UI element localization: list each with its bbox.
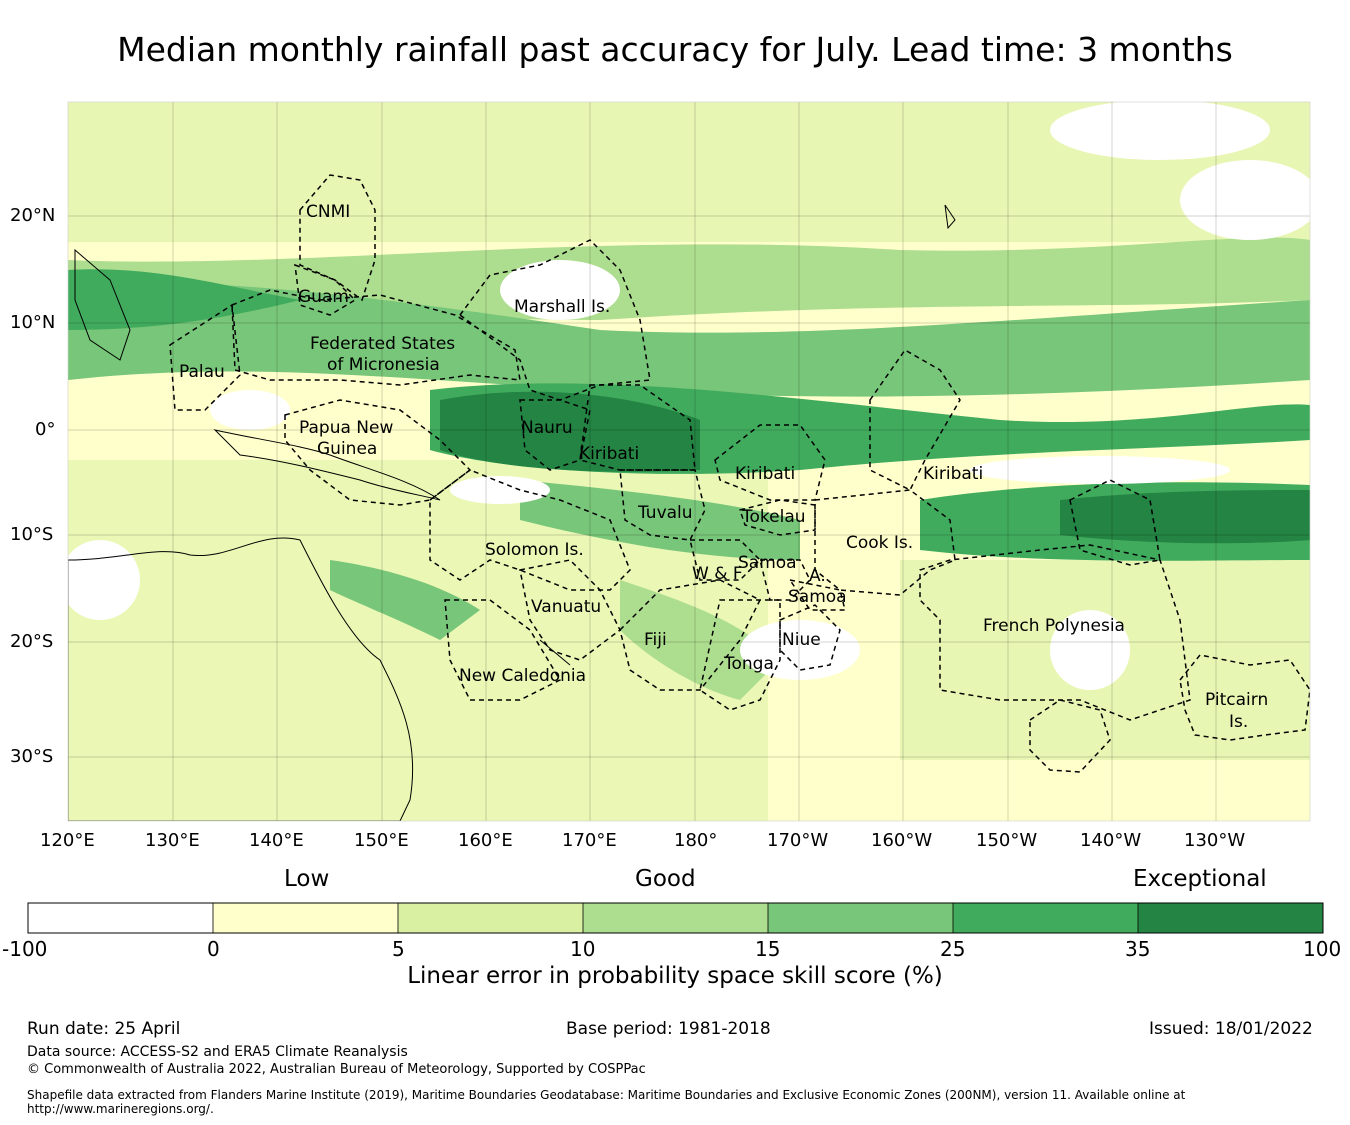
colorbar-tick-label: 100 [1303,937,1342,961]
lon-tick-label: 150°W [976,830,1038,851]
region-label: Samoa [788,587,847,607]
region-label: Cook Is. [846,533,914,553]
shapefile-credit: Shapefile data extracted from Flanders M… [27,1088,1186,1116]
run-date: Run date: 25 April [27,1019,181,1039]
lat-tick-label: 30°S [10,746,54,767]
lon-tick-label: 160°W [871,830,933,851]
region-label: New Caledonia [459,666,587,686]
region-label: Fiji [644,630,667,650]
colorbar-segment [1138,903,1323,933]
colorbar-tick-label: 15 [755,937,781,961]
lat-tick-label: 10°S [10,524,54,545]
lon-tick-label: 120°E [40,830,95,851]
colorbar-tick-label: 35 [1125,937,1151,961]
region-label: Vanuatu [531,597,602,617]
region-label: Kiribati [579,444,640,464]
colorbar-tick-label: 0 [207,937,220,961]
region-label: Guinea [317,439,378,459]
lon-tick-label: 150°E [354,830,409,851]
colorbar-segment [28,903,213,933]
colorbar [27,902,1324,934]
colorbar-heading-low: Low [284,866,330,892]
lon-tick-label: 160°E [458,830,513,851]
colorbar-heading-good: Good [635,866,696,892]
colorbar-tick-label: 10 [570,937,596,961]
region-label: W & F [692,564,743,584]
region-label: Nauru [521,418,573,438]
skill-field [68,102,1310,821]
colorbar-tick-label: 5 [392,937,405,961]
issued-date: Issued: 18/01/2022 [1149,1019,1313,1039]
region-label: Kiribati [923,464,984,484]
region-label: Federated States [310,334,456,354]
copyright-notice: © Commonwealth of Australia 2022, Austra… [27,1062,646,1077]
colorbar-segment [398,903,583,933]
map-frame [67,101,1311,822]
region-label: A. [809,566,826,586]
region-label: Palau [179,362,225,382]
region-label: Is. [1229,712,1249,732]
region-label: Tokelau [742,507,806,527]
lat-tick-label: 20°N [10,205,56,226]
lat-tick-label: 20°S [10,631,54,652]
colorbar-segment [583,903,768,933]
colorbar-segment [213,903,398,933]
region-label: CNMI [306,202,351,222]
lon-tick-label: 170°W [767,830,829,851]
colorbar-title: Linear error in probability space skill … [407,963,943,989]
colorbar-segment [953,903,1138,933]
lon-tick-label: 170°E [562,830,617,851]
region-label: Papua New [299,418,394,438]
lat-tick-label: 0° [35,419,56,440]
data-source: Data source: ACCESS-S2 and ERA5 Climate … [27,1044,408,1060]
region-label: Marshall Is. [514,297,611,317]
region-label: Guam [298,287,349,307]
lon-tick-label: 130°W [1184,830,1246,851]
region-label: Kiribati [735,464,796,484]
lat-tick-label: 10°N [10,312,56,333]
region-label: Pitcairn [1205,690,1269,710]
region-label: Tuvalu [638,503,693,523]
lon-tick-label: 140°W [1080,830,1142,851]
colorbar-segment [768,903,953,933]
region-label: Solomon Is. [485,540,584,560]
region-label: French Polynesia [983,616,1125,636]
region-label: Niue [782,630,821,650]
map-title: Median monthly rainfall past accuracy fo… [117,30,1233,69]
colorbar-heading-exceptional: Exceptional [1133,866,1267,892]
region-label: Tonga [724,654,774,674]
region-label: of Micronesia [327,355,440,375]
lon-tick-label: 180° [674,830,718,851]
colorbar-tick-label: 25 [940,937,966,961]
base-period: Base period: 1981-2018 [566,1019,771,1039]
lon-tick-label: 140°E [249,830,304,851]
colorbar-tick-label: -100 [2,937,48,961]
lon-tick-label: 130°E [145,830,200,851]
region-label: Samoa [738,553,797,573]
